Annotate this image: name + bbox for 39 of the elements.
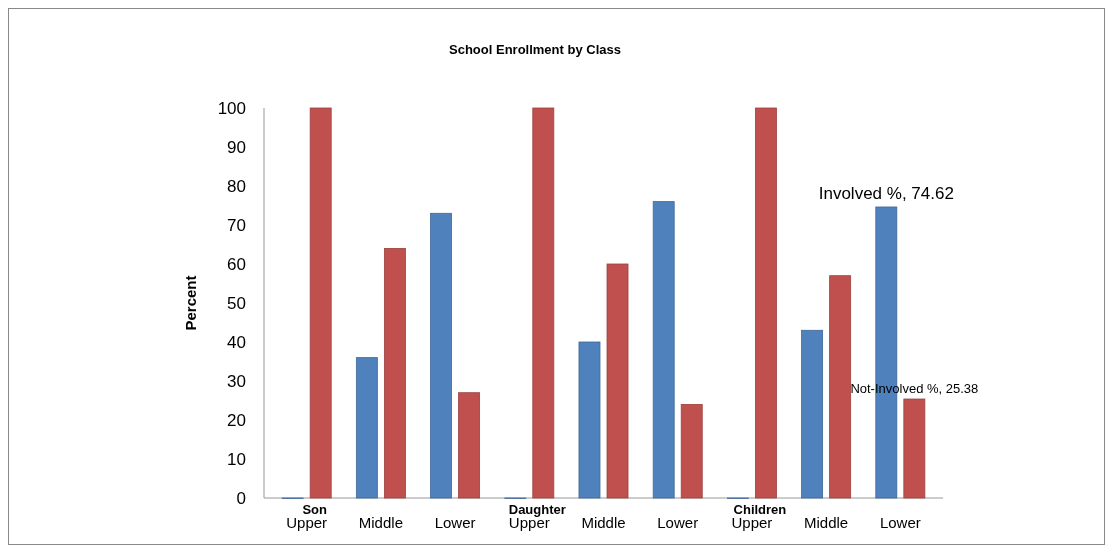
y-tick-label: 100 [217,98,246,118]
bar [458,392,481,499]
data-label: Involved %, 74.62 [818,183,954,203]
x-tick-label: Lower [879,514,921,531]
bar [383,248,406,499]
bar [532,107,555,499]
bar [801,329,824,499]
y-tick-label: 30 [227,371,246,391]
y-tick-label: 40 [227,332,246,352]
text: Son [302,502,327,517]
x-tick-label: Lower [657,514,699,531]
bar [309,107,332,499]
y-tick-label: 90 [227,137,246,157]
y-tick-label: 70 [227,215,246,235]
bar [355,357,378,499]
x-tick-label: Middle [358,514,403,531]
chart-title: School Enrollment by Class [449,42,621,57]
bar [755,107,777,499]
bar [680,404,703,499]
y-axis-title: Percent [182,275,199,331]
bar [829,275,852,499]
y-tick-label: 20 [227,410,246,430]
y-tick-label: 10 [227,449,246,469]
bar [578,341,601,499]
x-tick-label: Middle [804,514,849,531]
y-tick-label: 60 [227,254,246,274]
x-tick-label: Upper [731,514,773,531]
text: Children [733,502,787,517]
bar [430,212,452,499]
x-tick-label: Upper [286,514,328,531]
y-tick-label: 0 [236,488,246,508]
x-tick-label: Lower [434,514,476,531]
bar [652,201,675,499]
bar [903,398,926,499]
x-tick-label: Middle [581,514,626,531]
y-tick-label: 50 [227,293,246,313]
y-tick-label: 80 [227,176,246,196]
text: Daughter [508,502,566,517]
bar [606,263,629,499]
